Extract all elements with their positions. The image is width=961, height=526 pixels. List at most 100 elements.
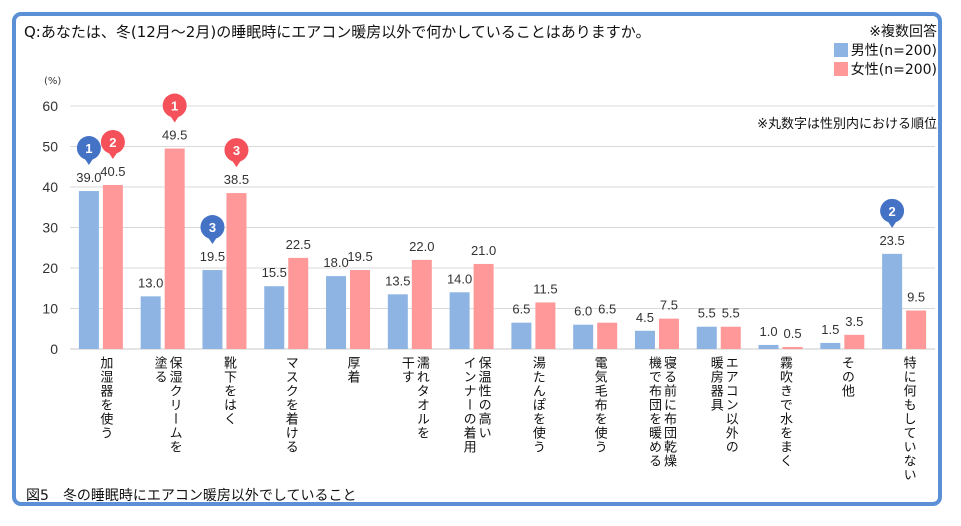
rank-pin-female-number: 1: [171, 99, 178, 114]
y-axis-unit-label: (%): [44, 76, 61, 87]
data-label-female: 0.5: [783, 326, 801, 341]
x-tick-label: 霧吹きで水をまく: [777, 356, 793, 468]
bar-female: [597, 322, 618, 349]
x-tick-label: 濡れタオルを 干す: [398, 356, 429, 440]
bar-female: [844, 334, 865, 349]
bar-female: [288, 257, 309, 349]
data-label-female: 21.0: [471, 243, 496, 258]
data-label-male: 13.5: [385, 273, 410, 288]
bar-female: [782, 346, 803, 349]
rank-pin-male: [76, 136, 101, 161]
x-tick-label: マスクを着ける: [282, 356, 298, 454]
data-label-male: 23.5: [879, 233, 904, 248]
rank-pin-female: [224, 138, 249, 163]
bar-male: [511, 322, 532, 349]
data-label-female: 5.5: [722, 306, 740, 321]
bar-female: [411, 259, 432, 349]
x-tick-label: エアコン以外の 暖房器具: [707, 356, 738, 454]
data-label-male: 13.0: [138, 275, 163, 290]
x-tick-label: 湯たんぽを使う: [529, 356, 545, 454]
data-label-female: 3.5: [845, 314, 863, 329]
rank-pin-male-number: 1: [85, 141, 92, 156]
data-label-female: 22.0: [409, 239, 434, 254]
data-label-female: 19.5: [347, 249, 372, 264]
bar-female: [658, 318, 679, 349]
y-tick-label: 60: [42, 98, 58, 114]
data-label-male: 39.0: [76, 170, 101, 185]
bar-male: [387, 294, 408, 349]
data-label-female: 22.5: [286, 237, 311, 252]
bar-male: [820, 342, 841, 349]
legend-label-female: 女性(n=200): [850, 61, 937, 78]
data-label-male: 19.5: [200, 249, 225, 264]
rank-pin-female: [100, 129, 125, 154]
bar-female: [535, 302, 556, 349]
data-label-male: 18.0: [323, 255, 348, 270]
legend-item-female: 女性(n=200): [833, 59, 937, 78]
bar-male: [573, 324, 594, 349]
figure-caption: 図5 冬の睡眠時にエアコン暖房以外でしていること: [26, 488, 357, 504]
data-label-female: 6.5: [598, 302, 616, 317]
data-label-male: 4.5: [636, 310, 654, 325]
multiple-answer-note: ※複数回答: [869, 24, 937, 40]
question-title: Q:あなたは、冬(12月～2月)の睡眠時にエアコン暖房以外で何かしていることはあ…: [24, 23, 651, 41]
bar-female: [102, 184, 123, 349]
bar-male: [78, 191, 99, 349]
data-label-male: 1.5: [821, 322, 839, 337]
rank-pin-female-number: 2: [109, 135, 116, 150]
y-tick-label: 30: [42, 220, 58, 236]
data-label-male: 6.5: [512, 302, 530, 317]
bar-male: [634, 330, 655, 349]
bar-female: [164, 148, 185, 349]
rank-pin-female: [162, 93, 187, 118]
x-tick-label: 特に何もしていない: [900, 356, 916, 482]
bar-female: [473, 263, 494, 349]
bar-female: [226, 193, 247, 349]
bar-male: [882, 253, 903, 349]
bar-male: [140, 296, 161, 349]
y-tick-label: 40: [42, 179, 58, 195]
legend-item-male: 男性(n=200): [833, 40, 937, 59]
x-tick-label: 保温性の高い インナーの着用: [460, 356, 491, 454]
data-label-male: 15.5: [262, 265, 287, 280]
x-tick-label: 保湿クリームを 塗る: [151, 356, 182, 454]
y-tick-label: 10: [42, 301, 58, 317]
data-label-male: 6.0: [574, 304, 592, 319]
bar-male: [696, 326, 717, 349]
bar-male: [449, 292, 470, 349]
rank-pin-male: [200, 215, 225, 240]
bar-female: [906, 310, 927, 349]
rank-pin-female-number: 3: [233, 143, 240, 158]
y-tick-label: 0: [50, 341, 58, 357]
data-label-female: 38.5: [224, 172, 249, 187]
legend-label-male: 男性(n=200): [850, 42, 937, 59]
rank-pin-male-number: 2: [888, 204, 895, 219]
bar-male: [202, 270, 223, 349]
x-tick-label: 寝る前に布団乾燥 機で布団を暖める: [645, 356, 676, 468]
rank-pin-male: [880, 198, 905, 223]
y-tick-label: 50: [42, 139, 58, 155]
legend: 男性(n=200) 女性(n=200): [833, 40, 937, 78]
bar-male: [264, 286, 285, 349]
data-label-male: 1.0: [759, 324, 777, 339]
data-label-female: 49.5: [162, 128, 187, 143]
bar-female: [720, 326, 741, 349]
y-tick-label: 20: [42, 260, 58, 276]
data-label-female: 11.5: [533, 281, 557, 296]
data-label-female: 40.5: [100, 164, 125, 179]
data-label-male: 5.5: [698, 306, 716, 321]
legend-swatch-male: [833, 42, 848, 57]
x-tick-label: 電気毛布を使う: [591, 356, 607, 454]
legend-swatch-female: [833, 61, 848, 76]
data-label-female: 9.5: [907, 290, 925, 305]
data-label-female: 7.5: [660, 298, 678, 313]
bar-female: [350, 270, 371, 349]
data-label-male: 14.0: [447, 271, 472, 286]
bar-male: [326, 276, 347, 349]
rank-note: ※丸数字は性別内における順位: [757, 117, 937, 132]
x-tick-label: 靴下をはく: [220, 356, 236, 426]
rank-pin-male-number: 3: [209, 220, 216, 235]
bar-male: [758, 344, 779, 349]
x-tick-label: その他: [838, 356, 854, 398]
